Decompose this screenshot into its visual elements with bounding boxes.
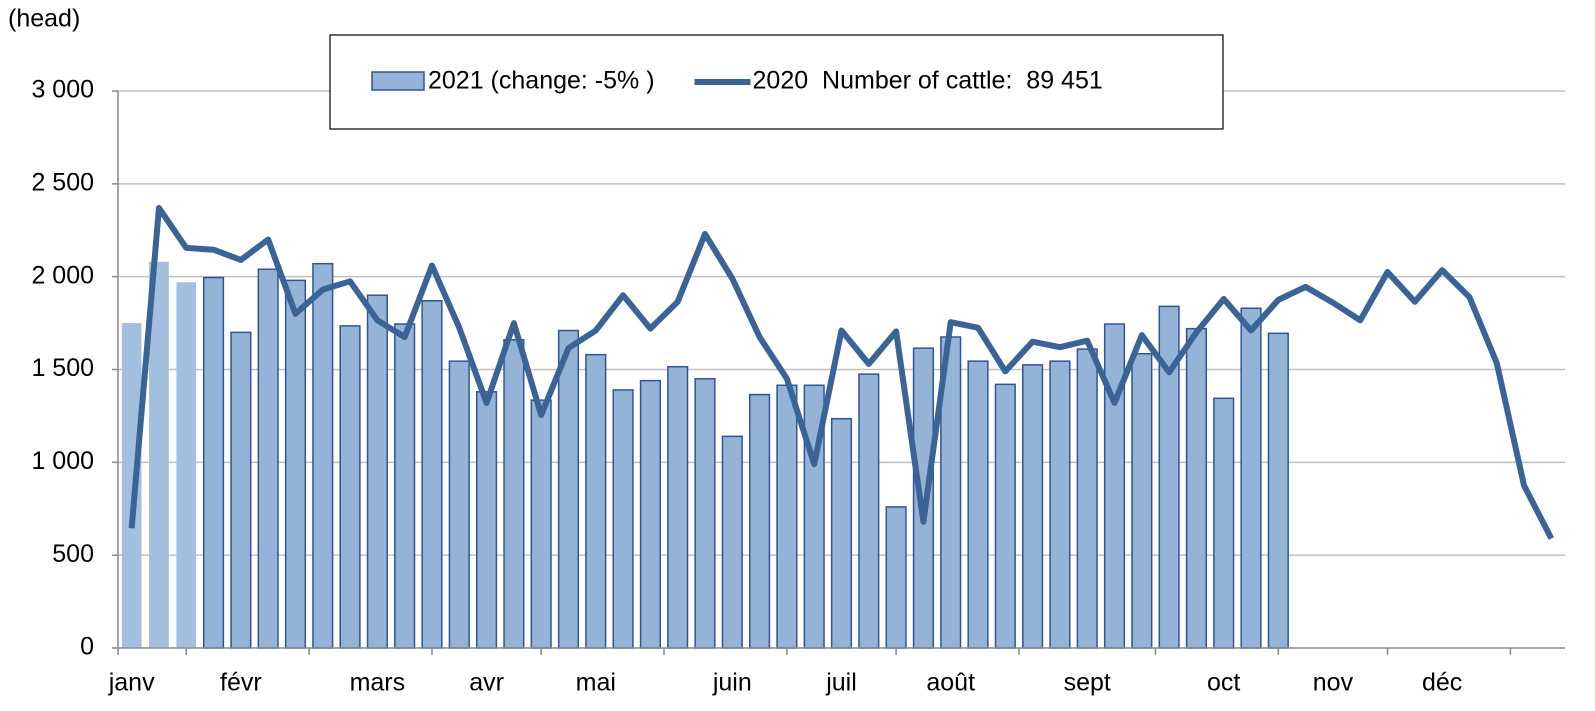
bar (366, 294, 388, 649)
bar (1076, 348, 1098, 649)
x-tick-label: mars (350, 669, 406, 697)
line (128, 204, 1555, 540)
bar (1267, 332, 1289, 649)
bar (475, 391, 498, 649)
legend-label: 2021 (change: -5% ) (428, 67, 655, 95)
bar (1131, 352, 1153, 649)
bar (1185, 327, 1208, 649)
bar (176, 282, 197, 648)
bar (967, 360, 989, 649)
x-tick-label: déc (1422, 669, 1462, 697)
legend-swatch (371, 71, 425, 91)
y-axis-label: (head) (8, 5, 80, 33)
bar (394, 323, 416, 649)
x-tick-label: sept (1064, 669, 1111, 697)
y-tick-label: 2 000 (31, 261, 94, 289)
bar (202, 276, 225, 649)
bar (994, 383, 1016, 649)
x-tick-label: mai (576, 669, 616, 697)
bar (612, 389, 634, 649)
x-tick-label: oct (1207, 669, 1240, 697)
bar (885, 506, 907, 649)
bar (448, 360, 470, 649)
bar (530, 399, 552, 649)
bar (667, 365, 689, 649)
bar (312, 262, 334, 649)
bar (721, 435, 743, 649)
bar (503, 339, 525, 649)
y-tick-label: 500 (52, 540, 94, 568)
bar (639, 379, 661, 649)
bar (749, 393, 771, 649)
bar (776, 384, 798, 649)
bar (1213, 397, 1235, 649)
bar (1022, 364, 1044, 649)
bar (149, 261, 169, 648)
bar (1240, 307, 1262, 649)
bar (585, 353, 607, 649)
y-tick-label: 3 000 (31, 76, 94, 104)
x-tick-label: janv (108, 669, 155, 697)
x-tick-label: févr (220, 669, 262, 697)
bar (830, 417, 853, 649)
bar (858, 373, 880, 649)
bar (1049, 360, 1071, 649)
x-tick-label: juin (712, 669, 752, 697)
bar (121, 323, 142, 648)
bar (257, 268, 279, 649)
bar (339, 325, 361, 649)
bar (912, 347, 934, 649)
legend-label: 2020 Number of cattle: 89 451 (753, 67, 1103, 95)
y-tick-label: 1 000 (31, 447, 94, 475)
bar (284, 279, 307, 649)
bar (421, 300, 443, 649)
x-tick-label: juil (825, 669, 857, 697)
y-tick-label: 2 500 (31, 168, 94, 196)
x-tick-label: avr (469, 669, 504, 697)
bar (1103, 323, 1126, 649)
x-tick-label: août (926, 669, 975, 697)
y-tick-label: 1 500 (31, 354, 94, 382)
bar (694, 378, 716, 649)
bar (557, 329, 580, 649)
bar (230, 331, 252, 649)
y-tick-label: 0 (80, 633, 94, 661)
x-tick-label: nov (1313, 669, 1354, 697)
legend: 2021 (change: -5% ) 2020 Number of cattle… (329, 34, 1224, 130)
legend-box (329, 34, 1224, 130)
